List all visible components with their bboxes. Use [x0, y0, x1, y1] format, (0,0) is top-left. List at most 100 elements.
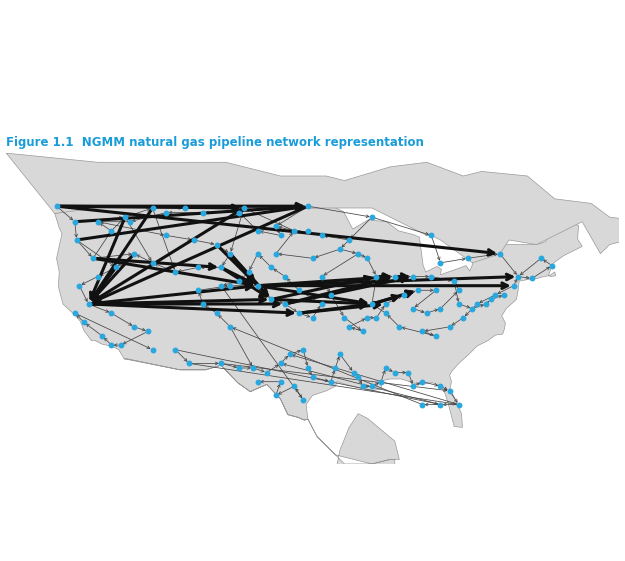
Point [225, 281, 235, 290]
Point [253, 377, 262, 386]
Point [171, 345, 181, 354]
Point [253, 249, 262, 258]
Point [79, 318, 89, 327]
Point [111, 263, 121, 272]
Point [216, 281, 226, 290]
Point [161, 231, 171, 240]
Point [381, 300, 391, 309]
Point [184, 359, 194, 368]
Point [454, 400, 464, 409]
Point [491, 291, 501, 300]
Point [381, 364, 391, 373]
Point [179, 204, 189, 213]
Point [106, 341, 116, 350]
Point [266, 263, 276, 272]
Point [124, 217, 134, 226]
Point [70, 217, 80, 226]
Point [106, 309, 116, 318]
Point [418, 327, 428, 336]
Point [353, 249, 363, 258]
Point [289, 226, 299, 235]
Point [276, 377, 286, 386]
Point [253, 281, 262, 290]
Point [436, 400, 446, 409]
Point [317, 231, 327, 240]
Point [198, 208, 208, 217]
Point [148, 204, 158, 213]
Point [74, 281, 84, 290]
Point [253, 226, 262, 235]
Point [527, 274, 537, 283]
Point [357, 382, 367, 391]
Point [148, 259, 158, 268]
Point [317, 300, 327, 309]
Point [367, 382, 377, 391]
Point [72, 236, 82, 245]
Point [298, 345, 308, 354]
Point [244, 268, 254, 277]
Point [408, 382, 418, 391]
Point [408, 272, 418, 281]
Point [143, 327, 153, 336]
Point [129, 249, 139, 258]
Point [161, 208, 171, 217]
Point [513, 272, 523, 281]
Point [499, 291, 509, 300]
Point [458, 313, 468, 322]
Point [426, 272, 436, 281]
Point [349, 368, 359, 377]
Point [84, 300, 94, 309]
Point [454, 300, 464, 309]
Point [171, 268, 181, 277]
Point [294, 286, 304, 295]
Point [371, 313, 381, 322]
Polygon shape [0, 107, 625, 263]
Polygon shape [55, 204, 582, 427]
Point [92, 272, 103, 281]
Point [344, 236, 354, 245]
Point [436, 259, 446, 268]
Point [436, 382, 446, 391]
Point [248, 364, 258, 373]
Point [353, 373, 363, 381]
Point [418, 400, 428, 409]
Point [449, 277, 459, 286]
Point [225, 323, 235, 332]
Point [412, 286, 422, 295]
Point [331, 364, 341, 373]
Point [198, 300, 208, 309]
Point [367, 300, 377, 309]
Point [362, 254, 372, 263]
Point [280, 300, 290, 309]
Point [399, 291, 409, 300]
Point [308, 373, 318, 381]
Point [271, 222, 281, 231]
Point [266, 295, 276, 304]
Point [92, 217, 103, 226]
Point [280, 272, 290, 281]
Point [129, 323, 139, 332]
Point [234, 364, 244, 373]
Point [444, 323, 454, 332]
Polygon shape [124, 359, 399, 519]
Point [367, 213, 377, 222]
Point [303, 364, 313, 373]
Point [536, 254, 546, 263]
Point [335, 245, 345, 254]
Point [70, 309, 80, 318]
Point [547, 261, 557, 270]
Point [362, 313, 372, 322]
Point [436, 304, 446, 313]
Point [326, 291, 336, 300]
Point [308, 254, 318, 263]
Point [193, 263, 203, 272]
Point [88, 254, 98, 263]
Point [193, 286, 203, 295]
Point [390, 272, 400, 281]
Point [106, 226, 116, 235]
Point [390, 368, 400, 377]
Point [189, 236, 199, 245]
Point [418, 377, 428, 386]
Point [454, 286, 464, 295]
Point [408, 304, 418, 313]
